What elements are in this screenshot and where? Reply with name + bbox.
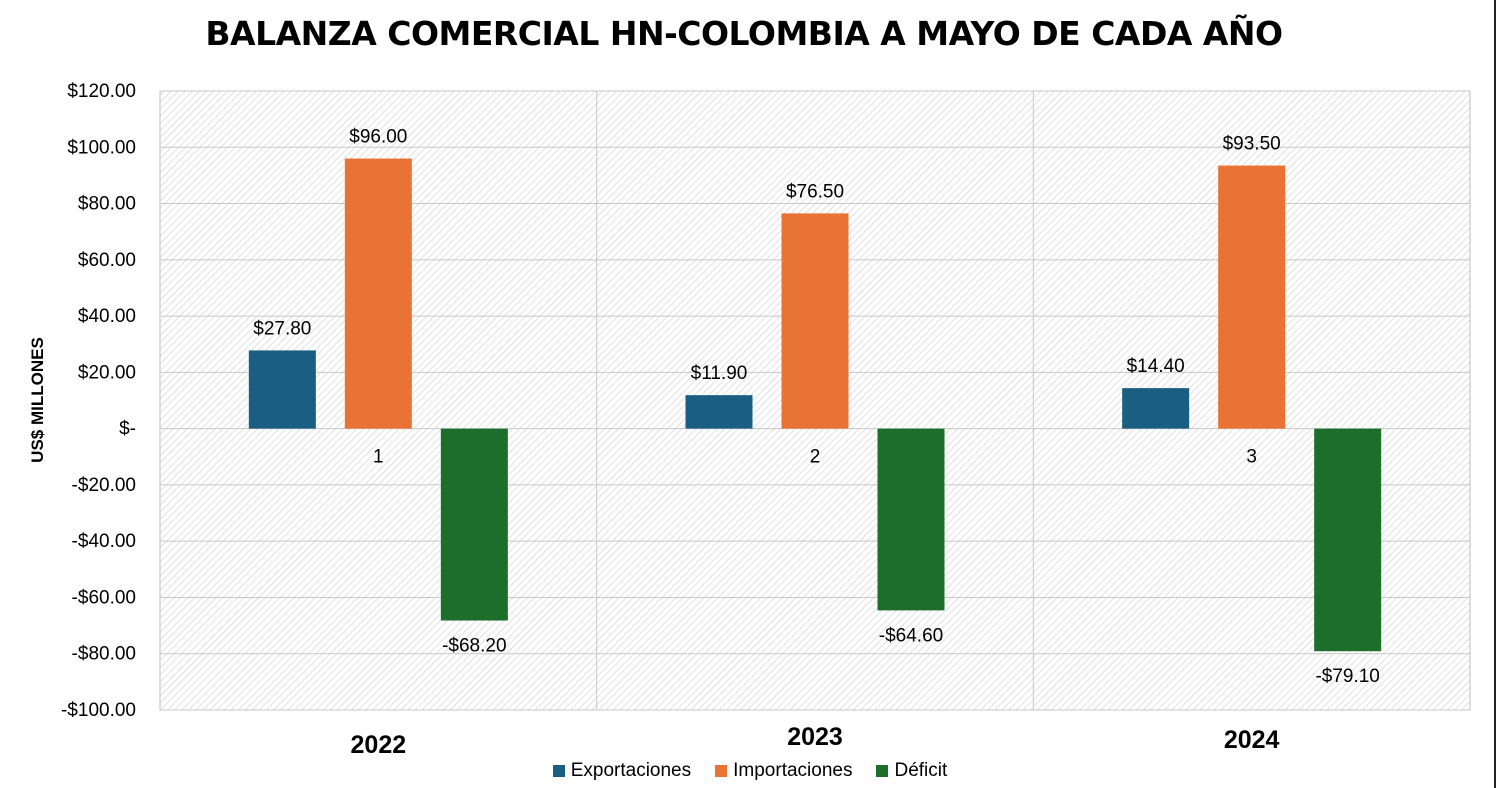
data-label: $96.00 [349,127,407,148]
category-index-label: 1 [373,447,384,468]
legend-label: Exportaciones [570,760,692,781]
legend: Exportaciones Importaciones Déficit [0,760,1500,782]
y-tick-label: -$100.00 [61,700,136,721]
y-tick-label: -$60.00 [72,587,136,608]
y-tick-label: -$20.00 [72,475,136,496]
window-edge [1494,0,1496,788]
y-tick-label: $80.00 [78,194,136,215]
legend-label: Déficit [894,760,948,781]
x-tick-label: 2022 [351,731,407,759]
bar-exportaciones-2024 [1122,388,1190,429]
y-axis: $120.00 $100.00 $80.00 $60.00 $40.00 $20.00 $-… [61,81,136,721]
legend-swatch [715,765,728,777]
data-label: $93.50 [1223,134,1281,155]
chart-title: BALANZA COMERCIAL HN-COLOMBIA A MAYO DE … [205,14,1283,53]
category-index-label: 3 [1246,447,1257,468]
bar-importaciones-2024 [1218,165,1286,429]
legend-item: Exportaciones [552,760,692,782]
data-label: $11.90 [691,363,748,384]
bars [248,158,1382,652]
legend-swatch [552,765,565,777]
y-tick-label: $20.00 [78,362,136,383]
x-tick-label: 2024 [1224,726,1280,754]
bar-exportaciones-2023 [685,395,753,429]
bar-déficit-2024 [1314,428,1382,652]
y-tick-label: $60.00 [78,250,136,271]
y-tick-label: $40.00 [78,306,136,327]
bar-labels: $27.80 $96.00 -$68.20 $11.90 $76.50 -$64.60 $1… [253,127,1380,688]
y-axis-label: US$ MILLONES [28,337,47,463]
legend-item: Déficit [876,760,947,782]
x-axis: 1 2022 2 2023 3 2024 [351,447,1280,759]
x-tick-label: 2023 [787,723,843,751]
legend-item: Importaciones [715,760,852,782]
category-index-label: 2 [810,447,821,468]
legend-label: Importaciones [733,760,853,781]
bar-exportaciones-2022 [248,350,316,429]
data-label: -$79.10 [1315,666,1379,687]
y-tick-label: -$40.00 [72,531,136,552]
y-tick-label: $- [119,419,136,440]
bar-déficit-2022 [440,428,508,621]
bar-importaciones-2023 [781,213,849,429]
bar-déficit-2023 [877,428,945,611]
legend-swatch [876,765,889,777]
y-tick-label: $100.00 [67,137,136,158]
y-tick-label: $120.00 [67,81,136,102]
data-label: -$68.20 [442,636,506,657]
y-tick-label: -$80.00 [72,644,136,665]
data-label: $76.50 [786,181,844,202]
data-label: -$64.60 [879,625,943,646]
data-label: $27.80 [253,318,311,339]
data-label: $14.40 [1127,356,1185,377]
bar-importaciones-2022 [344,158,412,429]
